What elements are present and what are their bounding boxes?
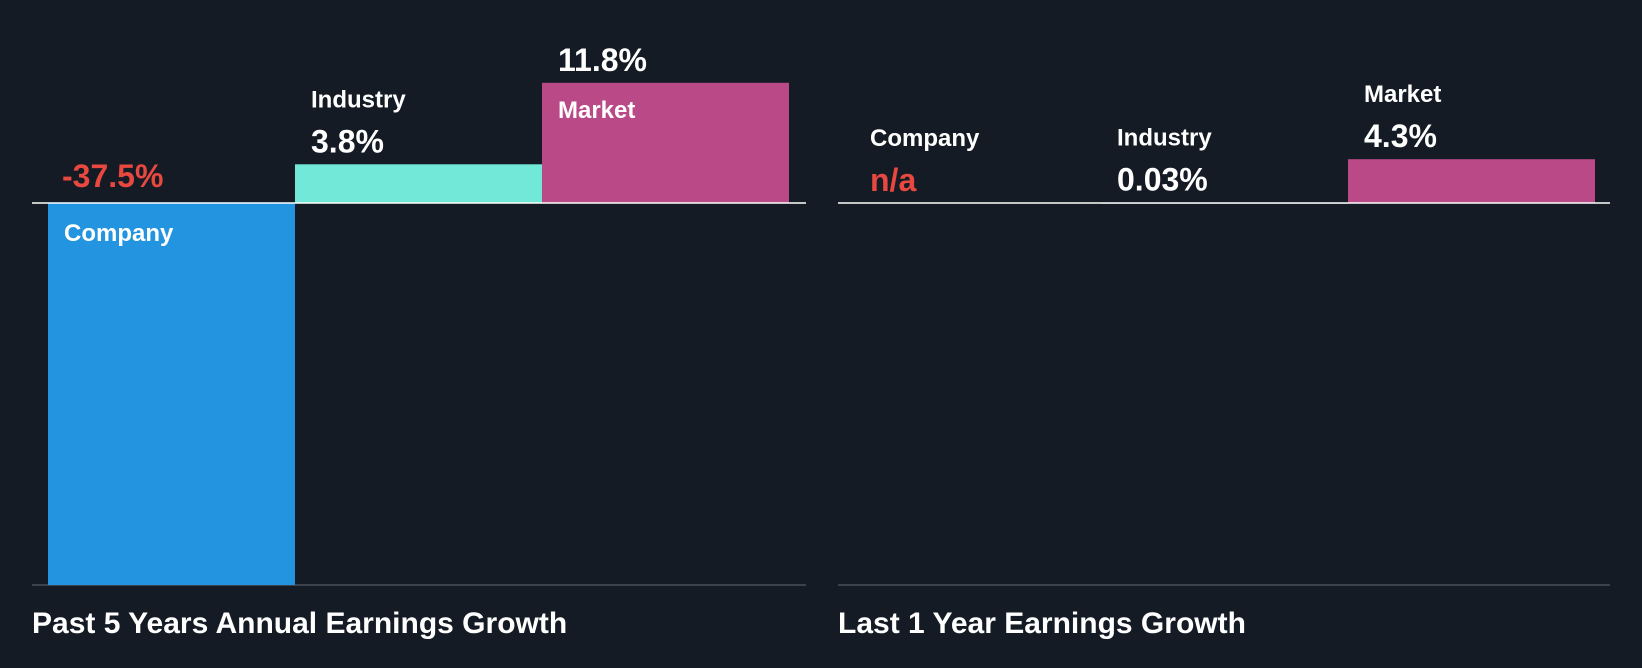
chart0-category-label-market: Market — [558, 97, 635, 124]
chart1-category-label-industry: Industry — [1117, 125, 1212, 152]
chart0-value-label-market: 11.8% — [558, 42, 647, 78]
chart0-bar-company — [48, 203, 295, 585]
chart0-category-label-company: Company — [64, 220, 174, 247]
chart0-bar-market — [542, 82, 789, 203]
chart-title-past-5-years: Past 5 Years Annual Earnings Growth — [32, 607, 568, 640]
chart-title-last-1-year: Last 1 Year Earnings Growth — [838, 607, 1246, 640]
chart0-value-label-industry: 3.8% — [311, 123, 384, 159]
chart1-value-label-company: n/a — [870, 162, 916, 198]
chart1-value-label-market: 4.3% — [1364, 118, 1437, 154]
chart0-value-label-company: -37.5% — [62, 158, 163, 194]
chart1-category-label-market: Market — [1364, 81, 1441, 108]
chart0-category-label-industry: Industry — [311, 86, 406, 113]
chart1-bar-market — [1348, 159, 1595, 203]
chart0-bar-industry — [295, 164, 542, 203]
chart1-value-label-industry: 0.03% — [1117, 162, 1208, 198]
chart1-category-label-company: Company — [870, 125, 980, 152]
